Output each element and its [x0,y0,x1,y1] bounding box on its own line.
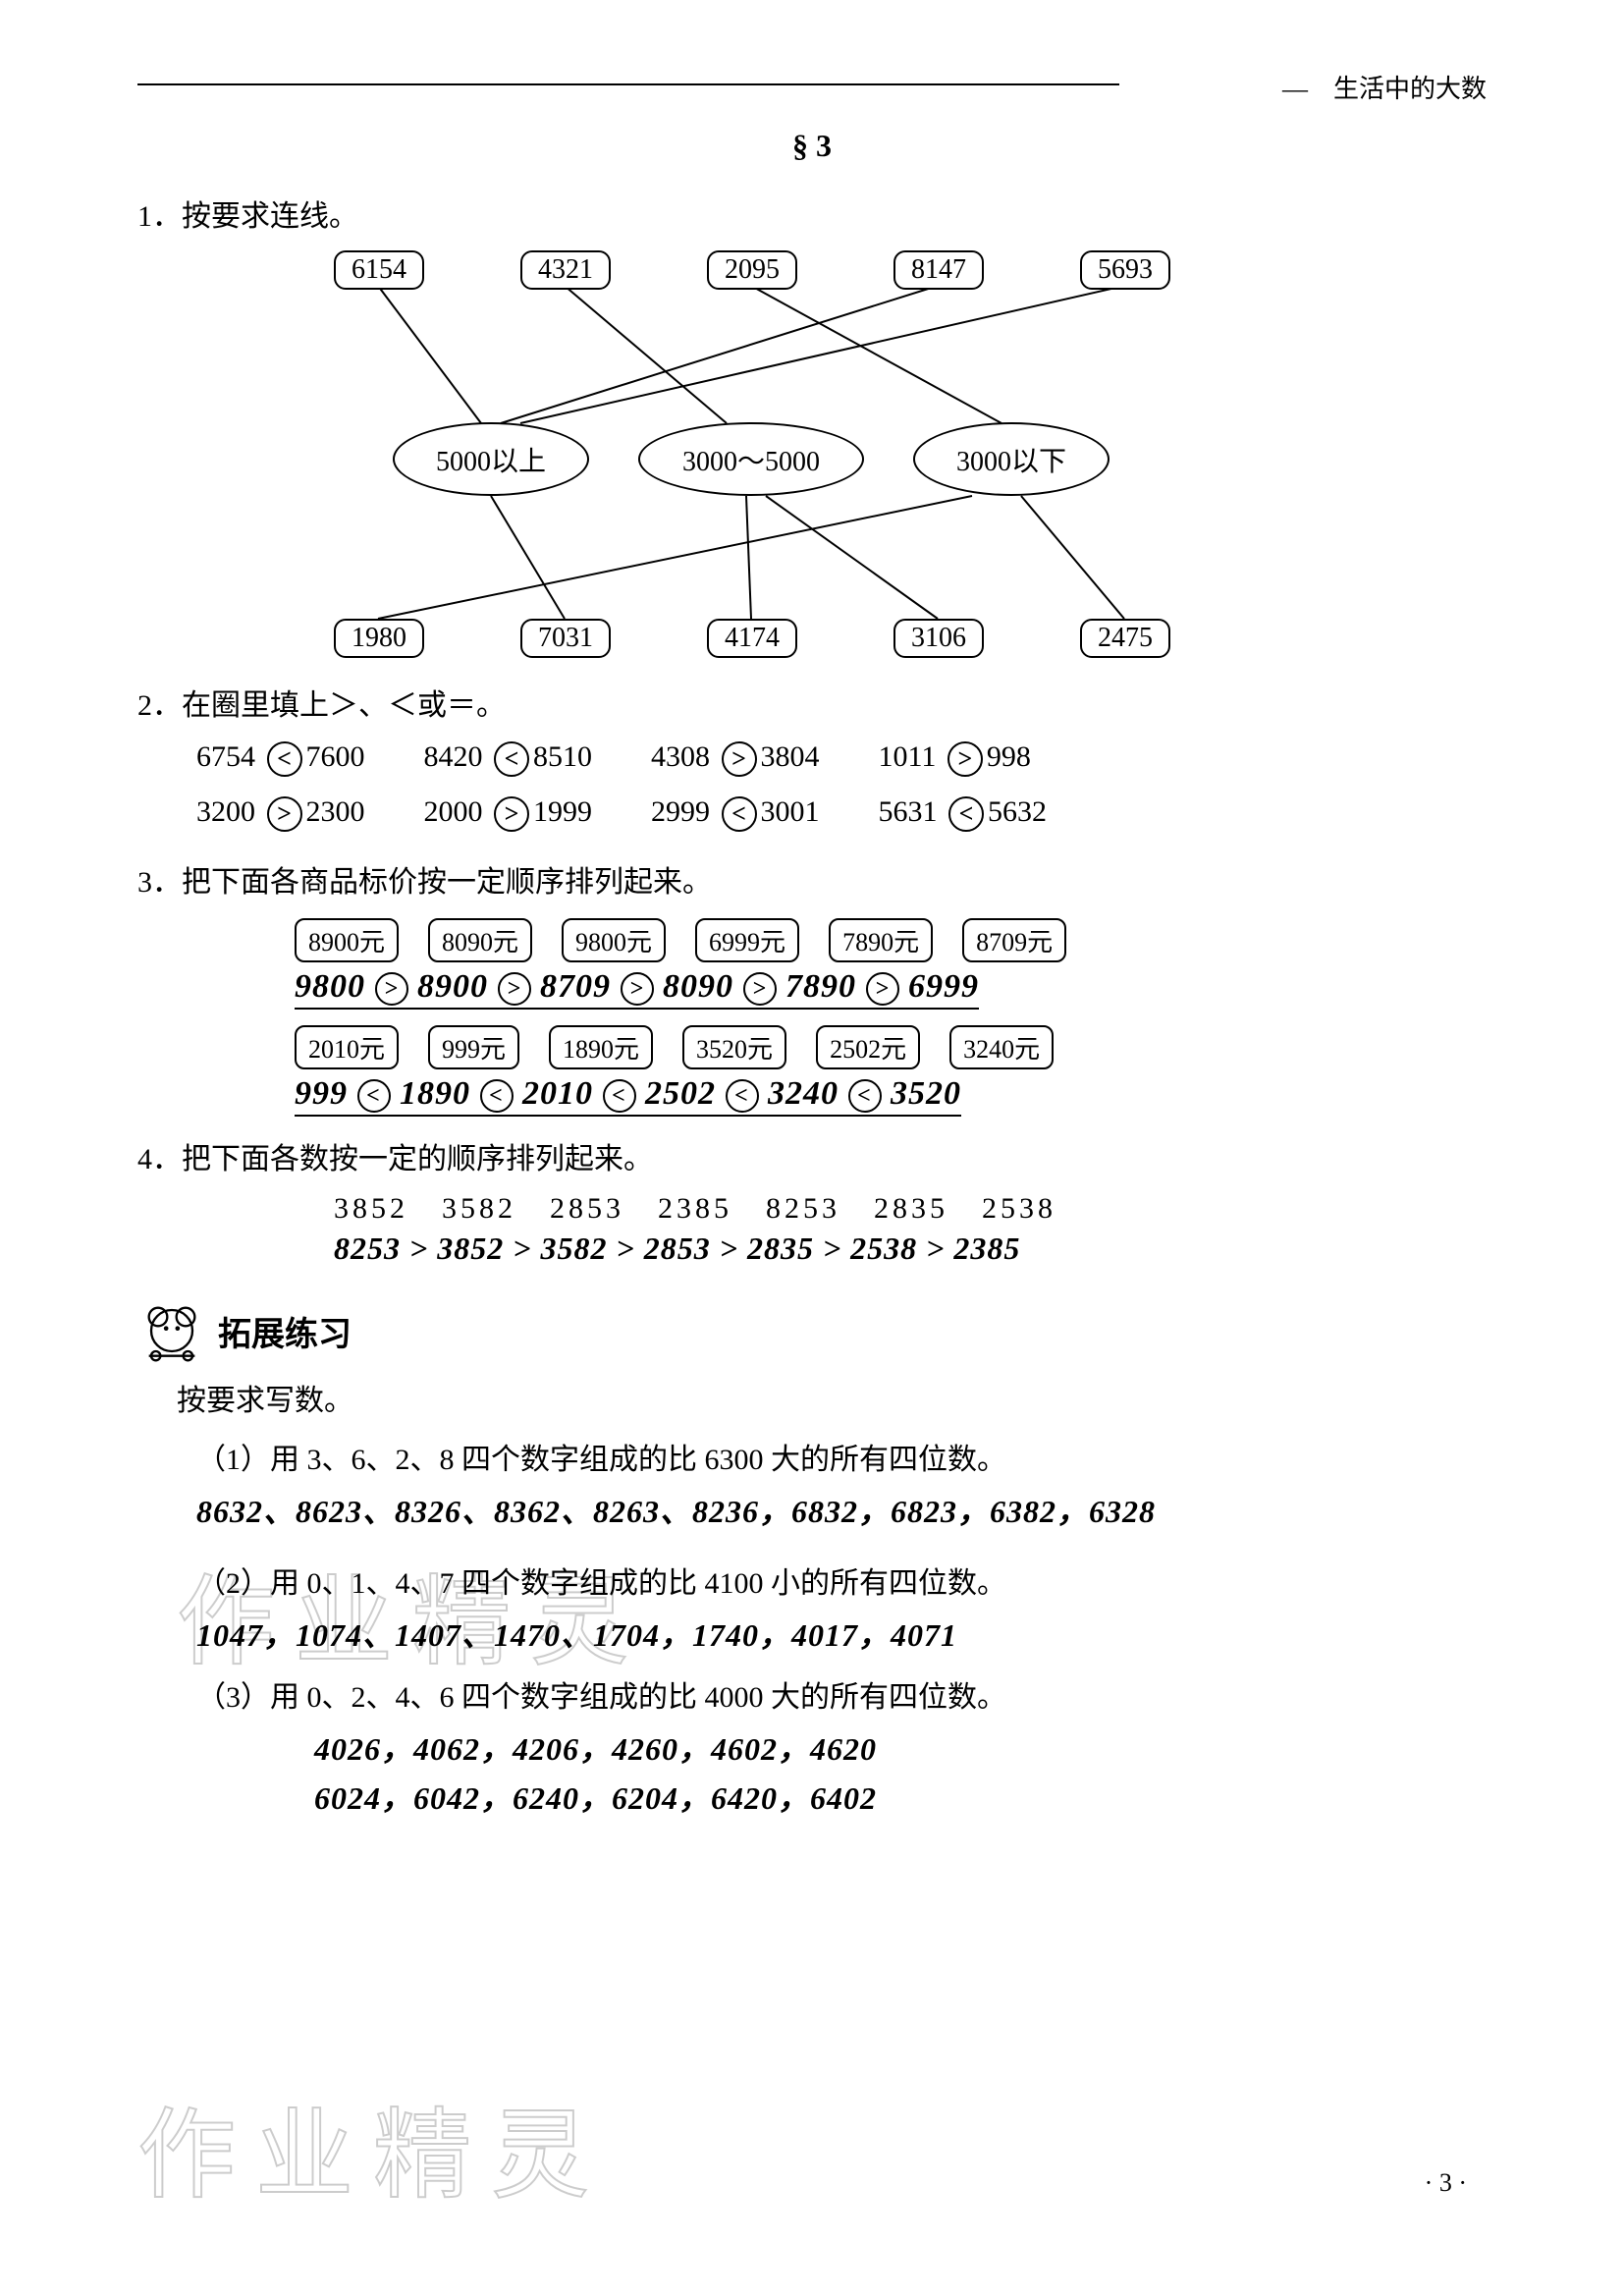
q3-prompt: 3．把下面各商品标价按一定顺序排列起来。 [137,859,1506,906]
circle-op: > [947,741,983,777]
header-rule [137,83,1119,85]
price-box: 8900元 [295,918,399,962]
q2-a: 4308 [651,740,710,773]
q1-bot-box-0: 1980 [334,619,424,658]
q2-b: 998 [987,740,1031,773]
q2-b: 1999 [533,795,592,828]
mouse-icon [137,1296,206,1365]
q2-item-1-0: 3200 >2300 [196,785,365,840]
q4-numbers: 3852 3582 2853 2385 8253 2835 2538 [334,1183,1506,1227]
q3-set1-answer: 9800 > 8900 > 8709 > 8090 > 7890 > 6999 [295,968,979,1010]
q1-top-box-0: 6154 [334,250,424,290]
price-box: 999元 [428,1025,519,1069]
q2-b: 3001 [761,795,820,828]
q1-prompt: 1．按要求连线。 [137,193,1506,241]
q1-bot-box-2: 4174 [707,619,797,658]
q2-item-1-1: 2000 >1999 [424,785,593,840]
q1-bot-box-1: 7031 [520,619,611,658]
ext-a3-2: 6024，6042，6240，6204，6420，6402 [314,1774,1506,1819]
q3-set2-boxes: 2010元 999元 1890元 3520元 2502元 3240元 [295,1025,1506,1069]
q2-item-1-3: 5631 <5632 [879,785,1048,840]
q2-a: 5631 [879,795,938,828]
price-box: 3240元 [949,1025,1054,1069]
q2-b: 5632 [988,795,1047,828]
price-box: 8090元 [428,918,532,962]
price-box: 2502元 [816,1025,920,1069]
q4-answer: 8253 > 3852 > 3582 > 2853 > 2835 > 2538 … [334,1230,1506,1267]
ext-q2: （2）用 0、1、4、7 四个数字组成的比 4100 小的所有四位数。 [196,1561,1506,1607]
q2-b: 2300 [306,795,365,828]
q4-prompt: 4．把下面各数按一定的顺序排列起来。 [137,1136,1506,1183]
price-box: 6999元 [695,918,799,962]
circle-op: > [494,796,529,832]
q1-diagram: 6154 4321 2095 8147 5693 5000以上 3000～500… [157,241,1434,663]
circle-op: < [722,796,757,832]
q2-a: 2000 [424,795,483,828]
price-box: 9800元 [562,918,666,962]
ext-a2: 1047，1074、1407、1470、1704，1740，4017，4071 [196,1611,1506,1656]
q1-bot-box-3: 3106 [893,619,984,658]
q2-a: 6754 [196,740,255,773]
extension-title-text: 拓展练习 [218,1307,352,1355]
ext-q1: （1）用 3、6、2、8 四个数字组成的比 6300 大的所有四位数。 [196,1438,1506,1483]
q1-top-box-3: 8147 [893,250,984,290]
price-box: 2010元 [295,1025,399,1069]
q3-set2-answer: 999 < 1890 < 2010 < 2502 < 3240 < 3520 [295,1075,961,1117]
q2-prompt: 2．在圈里填上＞、＜或＝。 [137,683,1506,730]
extension-title: 拓展练习 [137,1296,1506,1365]
q2-b: 8510 [533,740,592,773]
circle-op: < [267,741,302,777]
price-box: 8709元 [962,918,1066,962]
extension-prompt: 按要求写数。 [177,1379,1506,1424]
ext-a3-1: 4026，4062，4206，4260，4602，4620 [314,1724,1506,1770]
q1-ellipse-1: 3000～5000 [638,422,864,496]
q2-a: 8420 [424,740,483,773]
q2-row-1: 3200 >2300 2000 >1999 2999 <3001 5631 <5… [196,785,1506,840]
q1-top-box-4: 5693 [1080,250,1170,290]
q1-top-box-1: 4321 [520,250,611,290]
q2-a: 2999 [651,795,710,828]
q1-ellipse-2: 3000以下 [913,422,1110,496]
q2-item-0-3: 1011 >998 [879,730,1031,785]
ext-q3: （3）用 0、2、4、6 四个数字组成的比 4000 大的所有四位数。 [196,1675,1506,1721]
q2-a: 1011 [879,740,937,773]
watermark-2: 作业精灵 [137,2075,609,2217]
q2-b: 7600 [306,740,365,773]
circle-op: > [267,796,302,832]
price-box: 7890元 [829,918,933,962]
section-number: § 3 [118,128,1506,164]
q1-bot-box-4: 2475 [1080,619,1170,658]
circle-op: > [722,741,757,777]
q2-row-0: 6754 <7600 8420 <8510 4308 >3804 1011 >9… [196,730,1506,785]
price-box: 1890元 [549,1025,653,1069]
price-box: 3520元 [682,1025,786,1069]
circle-op: < [494,741,529,777]
q3-set1-boxes: 8900元 8090元 9800元 6999元 7890元 8709元 [295,918,1506,962]
q1-ellipse-0: 5000以上 [393,422,589,496]
q2-b: 3804 [761,740,820,773]
ext-a1: 8632、8623、8326、8362、8263、8236，6832，6823，… [196,1487,1506,1532]
q2-item-1-2: 2999 <3001 [651,785,820,840]
q2-a: 3200 [196,795,255,828]
chapter-title: — 生活中的大数 [1282,69,1487,105]
q2-item-0-2: 4308 >3804 [651,730,820,785]
page-number: · 3 · [1425,2168,1467,2198]
worksheet-page: — 生活中的大数 § 3 1．按要求连线。 6154 4321 2095 814… [0,0,1624,2296]
q2-item-0-1: 8420 <8510 [424,730,593,785]
q1-top-box-2: 2095 [707,250,797,290]
q2-item-0-0: 6754 <7600 [196,730,365,785]
circle-op: < [948,796,984,832]
